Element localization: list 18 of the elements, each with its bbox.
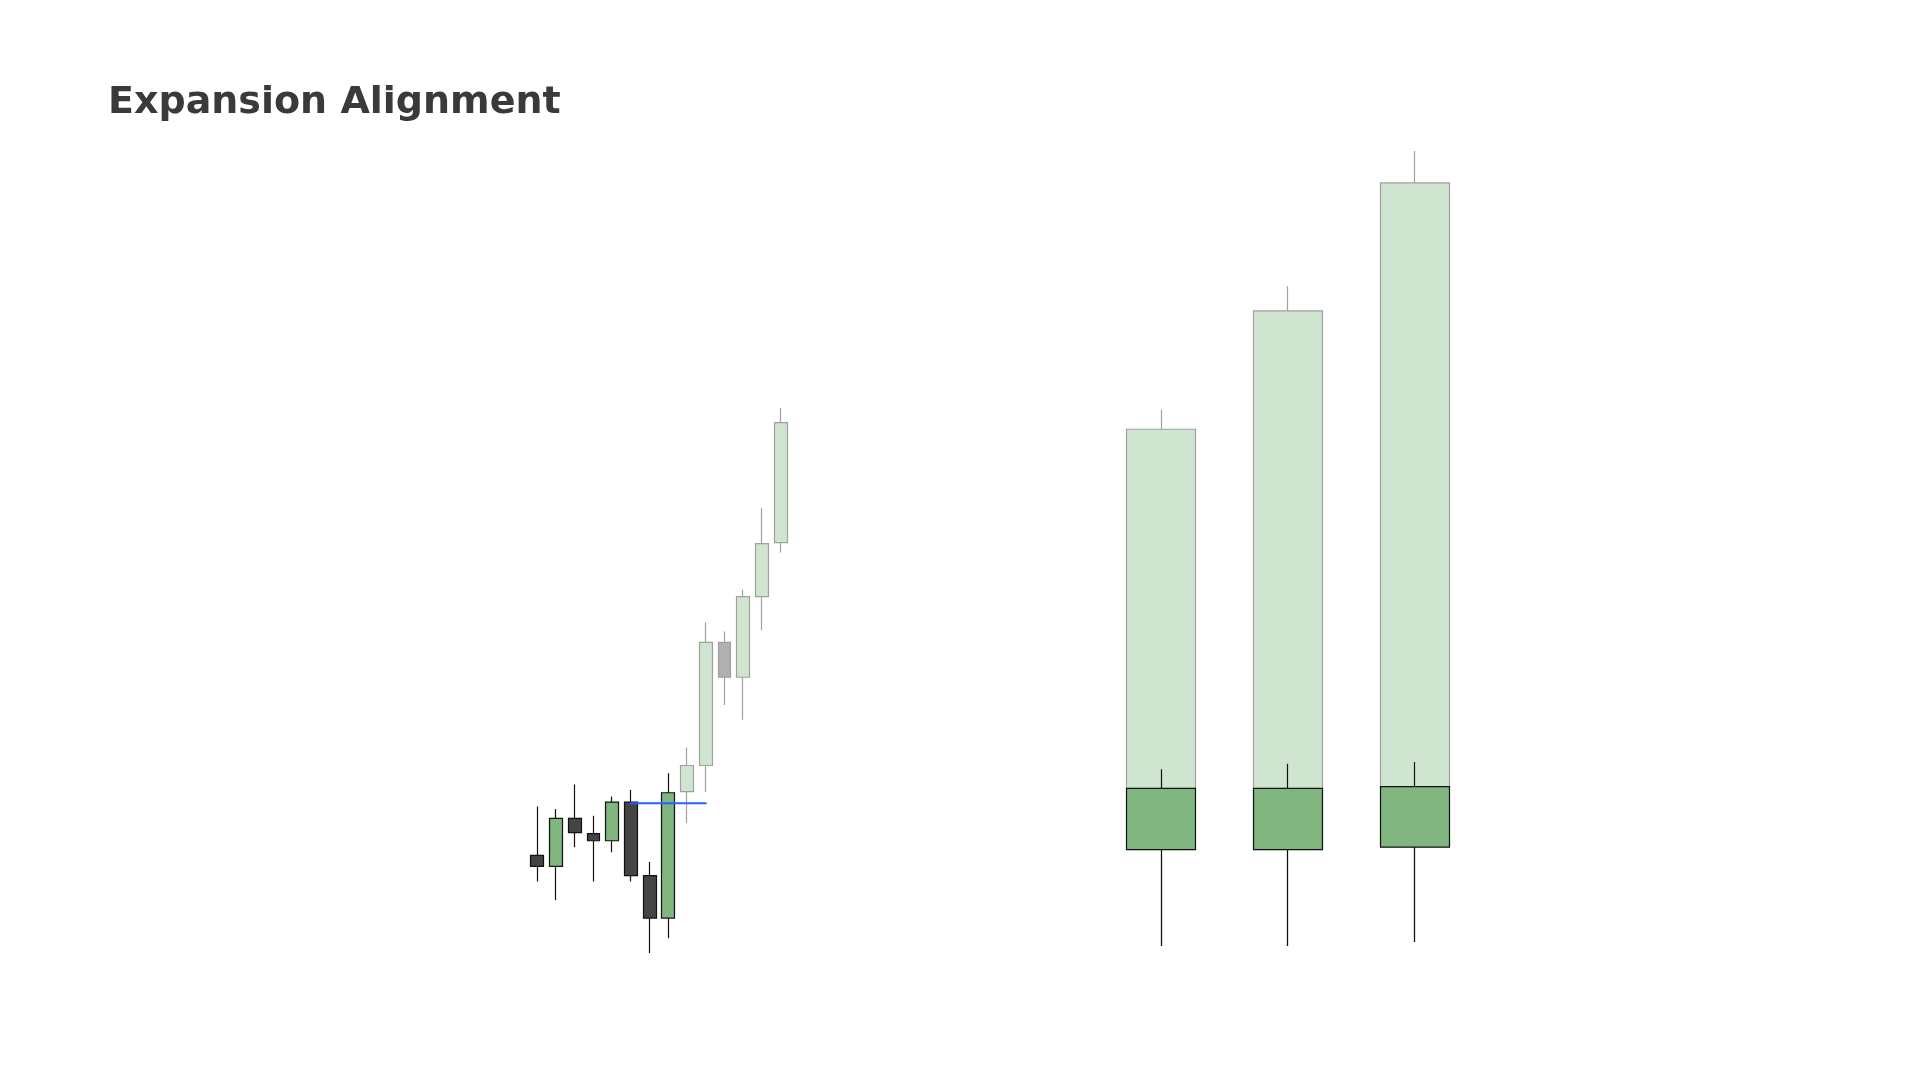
candlestick — [1252, 285, 1324, 946]
candlestick — [679, 746, 695, 824]
candlestick — [773, 408, 789, 554]
candlestick — [586, 815, 601, 883]
candlestick — [1379, 151, 1451, 943]
candlestick — [735, 588, 751, 721]
candlestick — [1125, 408, 1197, 946]
candlestick — [717, 630, 732, 706]
candlestick — [698, 621, 714, 793]
candlestick — [567, 784, 583, 848]
candlestick — [529, 805, 545, 883]
chart-title: Expansion Alignment — [108, 78, 561, 122]
candlestick — [548, 808, 564, 901]
candlestick — [754, 507, 770, 631]
candlestick — [660, 772, 676, 939]
candlestick — [623, 789, 639, 883]
candlestick — [642, 861, 658, 953]
candlestick — [604, 795, 620, 853]
